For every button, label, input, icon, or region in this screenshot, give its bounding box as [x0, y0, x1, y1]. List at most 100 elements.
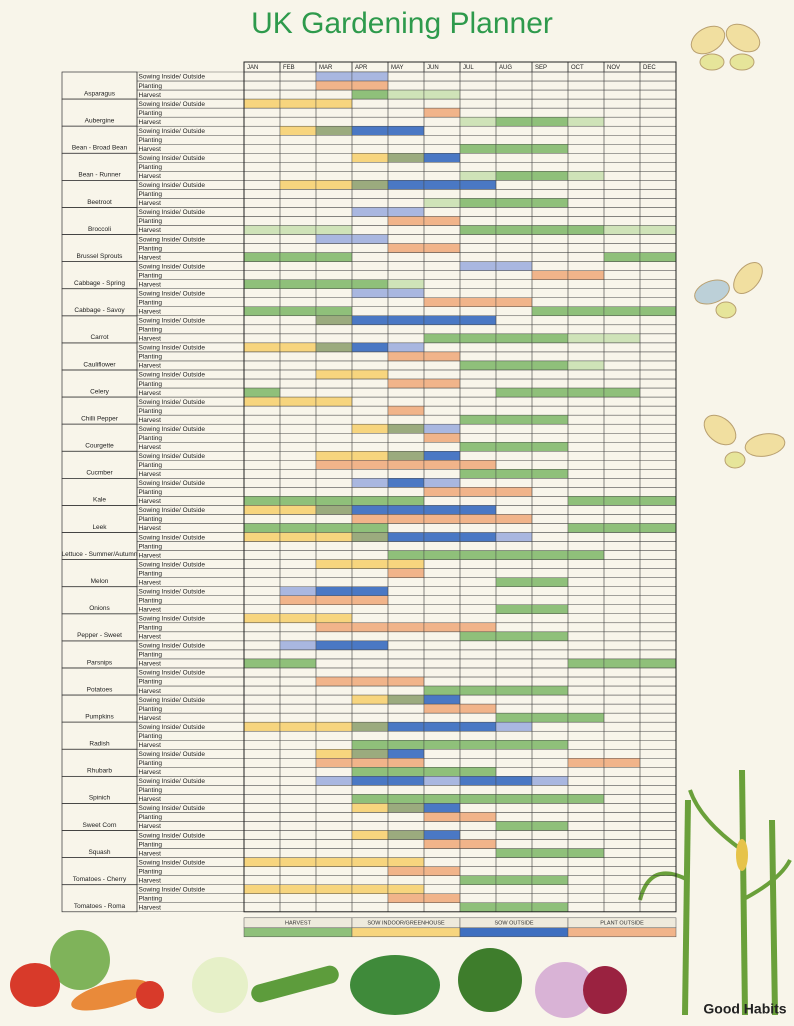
- month-cell: [567, 333, 605, 344]
- month-cell: [387, 378, 425, 389]
- legend-label: SOW INDOOR/GREENHOUSE: [367, 921, 445, 927]
- task-label: Planting: [139, 516, 163, 523]
- month-cell: [495, 550, 533, 560]
- vegetable-name: Onions: [89, 605, 110, 612]
- month-cell: [243, 98, 281, 109]
- task-label: Harvest: [139, 607, 162, 614]
- task-label: Harvest: [139, 742, 162, 749]
- month-cell: [351, 830, 389, 840]
- month-cell: [315, 315, 353, 326]
- task-label: Sowing Inside/ Outside: [139, 426, 206, 433]
- month-cell: [351, 884, 389, 894]
- task-label: Harvest: [139, 254, 162, 261]
- month-cell: [243, 225, 281, 235]
- month-cell: [495, 794, 533, 804]
- task-label: Sowing Inside/ Outside: [139, 399, 206, 406]
- month-cell: [387, 749, 425, 759]
- month-cell: [495, 487, 533, 497]
- task-label: Planting: [139, 706, 163, 713]
- task-label: Harvest: [139, 363, 162, 370]
- task-label: Harvest: [139, 92, 162, 99]
- task-label: Harvest: [139, 309, 162, 316]
- month-cell: [387, 857, 425, 867]
- month-cell: [243, 884, 281, 894]
- month-cell: [351, 451, 389, 461]
- month-cell: [459, 144, 497, 154]
- month-cell: [351, 776, 389, 786]
- vegetable-name: Potatoes: [87, 686, 113, 693]
- month-cell: [423, 740, 461, 750]
- task-label: Harvest: [139, 823, 162, 830]
- month-cell: [315, 857, 353, 867]
- month-cell: [243, 532, 281, 542]
- vegetable-name: Beetroot: [87, 199, 112, 206]
- month-cell: [279, 306, 317, 317]
- month-cell: [603, 225, 641, 235]
- month-cell: [351, 559, 389, 569]
- month-cell: [639, 523, 677, 533]
- month-cell: [423, 107, 461, 118]
- month-label: AUG: [499, 65, 512, 71]
- month-cell: [459, 414, 497, 425]
- legend-swatch: [243, 927, 353, 938]
- month-cell: [459, 360, 497, 371]
- month-cell: [603, 333, 641, 344]
- month-cell: [279, 640, 317, 651]
- task-label: Sowing Inside/ Outside: [139, 670, 206, 677]
- task-label: Harvest: [139, 119, 162, 126]
- month-cell: [459, 225, 497, 235]
- month-cell: [531, 794, 569, 804]
- month-cell: [351, 758, 389, 768]
- month-cell: [351, 180, 389, 190]
- month-cell: [387, 758, 425, 768]
- vegetable-name: Rhubarb: [87, 768, 112, 775]
- task-label: Harvest: [139, 525, 162, 532]
- month-cell: [279, 125, 317, 136]
- task-label: Planting: [139, 137, 163, 144]
- month-cell: [387, 279, 425, 289]
- month-cell: [423, 487, 461, 497]
- month-cell: [351, 640, 389, 651]
- month-cell: [315, 252, 353, 262]
- month-cell: [387, 893, 425, 903]
- month-cell: [351, 622, 389, 633]
- month-cell: [639, 496, 677, 506]
- month-cell: [423, 550, 461, 560]
- task-label: Sowing Inside/ Outside: [139, 643, 206, 650]
- month-cell: [315, 80, 353, 91]
- month-cell: [495, 532, 533, 542]
- month-cell: [531, 776, 569, 786]
- month-cell: [315, 451, 353, 461]
- month-cell: [351, 279, 389, 289]
- month-cell: [495, 848, 533, 858]
- vegetable-name: Carrot: [90, 334, 108, 341]
- task-label: Sowing Inside/ Outside: [139, 697, 206, 704]
- legend-swatch: [567, 927, 677, 938]
- month-cell: [315, 613, 353, 624]
- month-cell: [459, 622, 497, 633]
- month-cell: [567, 496, 605, 506]
- vegetable-name: Tomatoes - Cherry: [73, 876, 127, 883]
- task-label: Planting: [139, 489, 163, 496]
- month-cell: [315, 586, 353, 596]
- month-cell: [315, 225, 353, 235]
- task-label: Planting: [139, 543, 163, 550]
- month-cell: [531, 821, 569, 831]
- task-label: Sowing Inside/ Outside: [139, 805, 206, 812]
- month-cell: [495, 577, 533, 587]
- month-cell: [459, 261, 497, 271]
- month-cell: [387, 89, 425, 100]
- month-cell: [531, 577, 569, 587]
- month-cell: [567, 794, 605, 804]
- month-cell: [459, 505, 497, 515]
- month-cell: [603, 306, 641, 317]
- month-cell: [315, 279, 353, 289]
- month-cell: [567, 848, 605, 858]
- month-cell: [423, 893, 461, 903]
- month-cell: [315, 71, 353, 82]
- task-label: Planting: [139, 299, 163, 306]
- task-label: Planting: [139, 841, 163, 848]
- month-cell: [387, 180, 425, 190]
- month-cell: [315, 496, 353, 506]
